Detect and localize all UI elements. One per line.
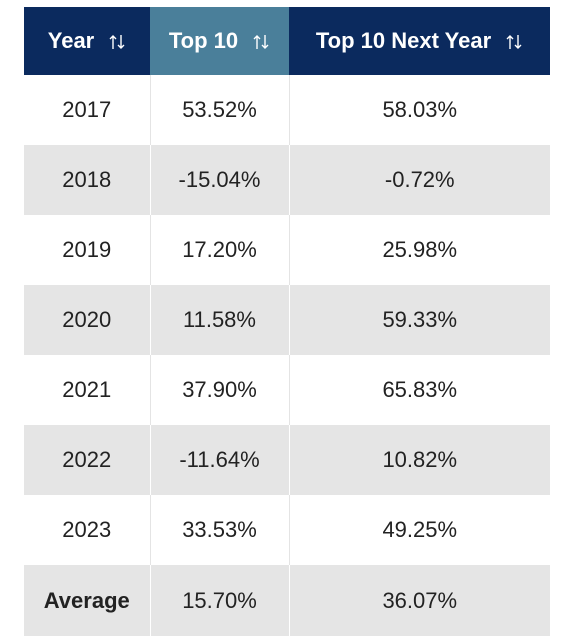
table-cell: 2018: [24, 145, 150, 215]
footer-cell: Average: [24, 565, 150, 636]
table-cell: 11.58%: [149, 285, 289, 355]
column-header[interactable]: Year: [24, 7, 150, 75]
table-cell: 53.52%: [149, 75, 289, 145]
table-cell: 49.25%: [288, 495, 550, 565]
footer-cell: 36.07%: [288, 565, 550, 636]
table-row: 2021 37.90% 65.83%: [24, 355, 550, 425]
table-cell: -11.64%: [149, 425, 289, 495]
sort-icon[interactable]: [108, 33, 126, 51]
table-cell: 2022: [24, 425, 150, 495]
table-cell: 2020: [24, 285, 150, 355]
header-text: Year: [47, 28, 95, 53]
header-text: Top 10 Next Year: [315, 28, 492, 53]
table-cell: 58.03%: [288, 75, 550, 145]
table-cell: 37.90%: [149, 355, 289, 425]
table-row: 2020 11.58% 59.33%: [24, 285, 550, 355]
table-row: 2022 -11.64% 10.82%: [24, 425, 550, 495]
sort-icon[interactable]: [505, 33, 523, 51]
table-row: 2018 -15.04% -0.72%: [24, 145, 550, 215]
column-header[interactable]: Top 10 Next Year: [289, 7, 550, 75]
header-row: Year Top 10 Top 10 Next Year: [24, 7, 550, 75]
table-cell: 33.53%: [149, 495, 289, 565]
table-row: 2023 33.53% 49.25%: [24, 495, 550, 565]
header-text: Top 10: [168, 28, 239, 53]
footer-row: Average 15.70% 36.07%: [24, 565, 550, 636]
column-header[interactable]: Top 10: [150, 7, 289, 75]
sort-icon[interactable]: [252, 33, 270, 51]
table-row: 2019 17.20% 25.98%: [24, 215, 550, 285]
table-cell: 2021: [24, 355, 150, 425]
table-cell: 2019: [24, 215, 150, 285]
table-cell: -15.04%: [149, 145, 289, 215]
table-cell: 10.82%: [288, 425, 550, 495]
table-row: 2017 53.52% 58.03%: [24, 75, 550, 145]
table-cell: 59.33%: [288, 285, 550, 355]
table-cell: 17.20%: [149, 215, 289, 285]
table-cell: -0.72%: [288, 145, 550, 215]
table-cell: 2023: [24, 495, 150, 565]
table-body: 2017 53.52% 58.03% 2018 -15.04% -0.72% 2019 17.…: [24, 75, 550, 636]
table-cell: 65.83%: [288, 355, 550, 425]
data-table: Year Top 10 Top 10 Next Year 2017 53.52% 58.…: [24, 7, 550, 636]
table-cell: 2017: [24, 75, 150, 145]
footer-cell: 15.70%: [149, 565, 289, 636]
table-header: Year Top 10 Top 10 Next Year: [24, 7, 550, 75]
table-cell: 25.98%: [288, 215, 550, 285]
